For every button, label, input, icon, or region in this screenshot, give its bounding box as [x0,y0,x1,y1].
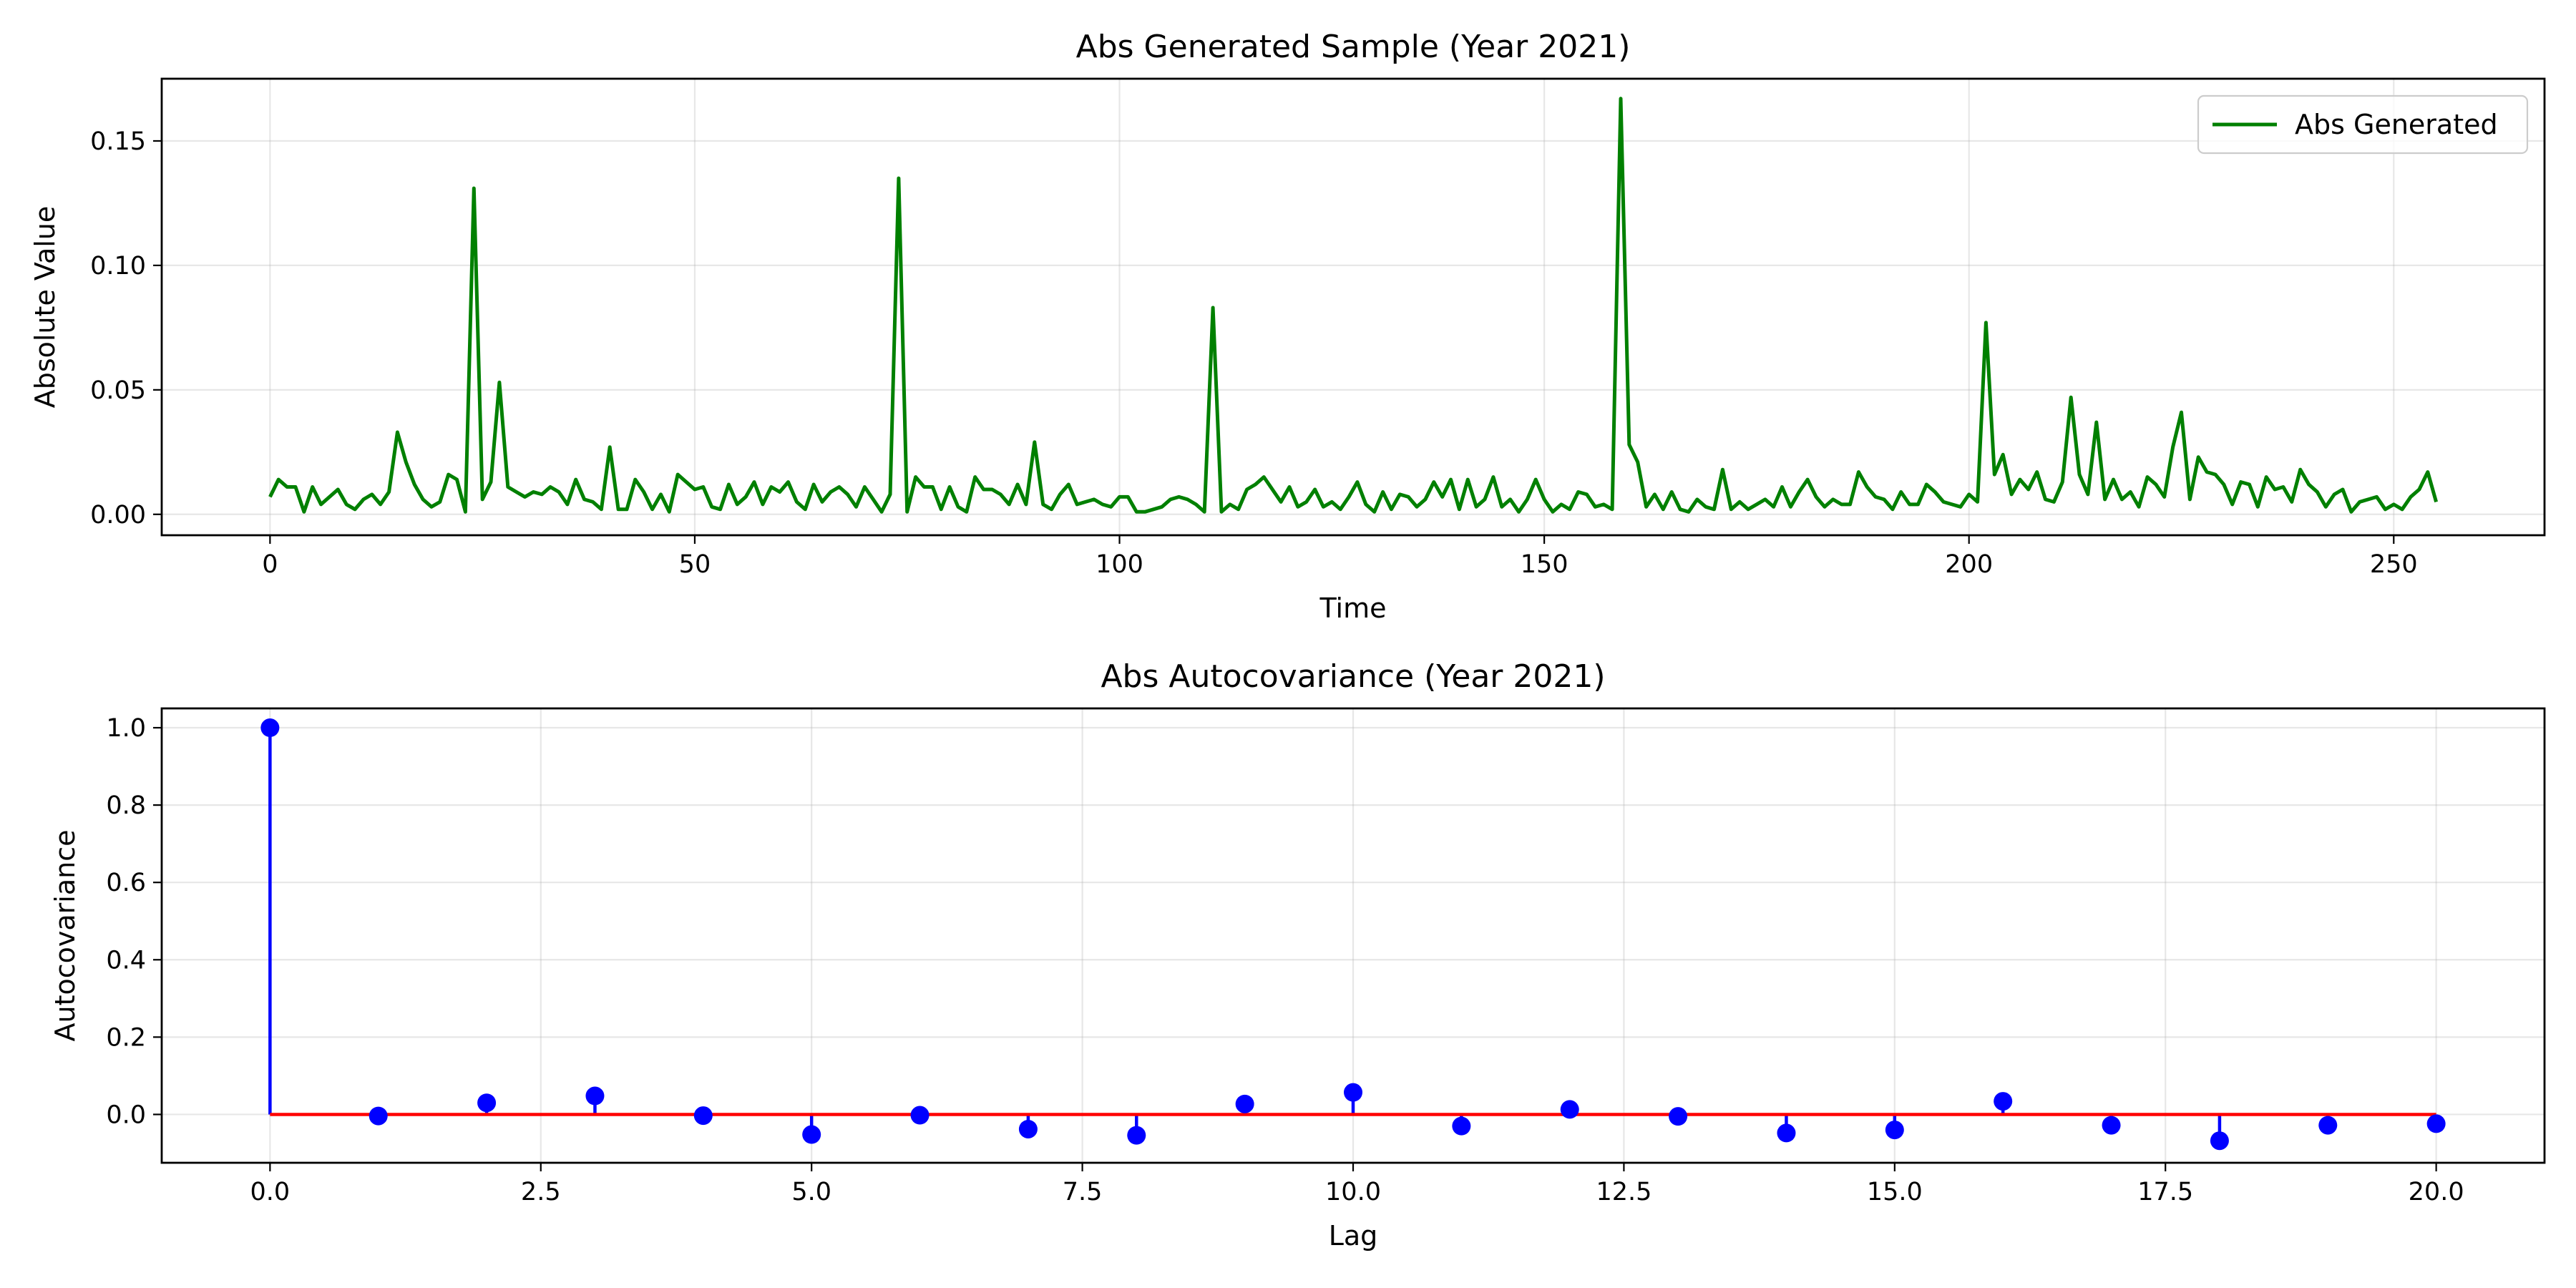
stem-marker [1885,1121,1904,1140]
x-axis-label: Lag [1329,1220,1378,1252]
plot-area-frame [160,77,2546,537]
stem-marker [1777,1123,1796,1143]
stem-marker [1235,1094,1254,1113]
x-tick-label: 50 [679,550,711,579]
x-tick-label: 100 [1096,550,1143,579]
x-tick-label: 15.0 [1867,1178,1923,1206]
stem-markers [260,718,2446,1151]
chart-title: Abs Generated Sample (Year 2021) [1076,29,1631,65]
time-series-panel: 0 50 100 150 200 250 0.00 0.05 0.10 0.15 Abs Gen… [29,29,2546,624]
stem-marker [1560,1100,1579,1119]
y-tick-label: 1.0 [106,714,146,743]
x-tick-label: 5.0 [791,1178,831,1206]
abs-generated-line [268,97,2439,514]
stem-marker [585,1086,605,1106]
legend-label: Abs Generated [2295,109,2498,140]
x-tick-label: 12.5 [1596,1178,1652,1206]
y-tick-label: 0.10 [90,252,146,280]
y-tick-label: 0.4 [106,946,146,975]
y-tick-label: 0.05 [90,376,146,405]
y-tick-label: 0.00 [90,501,146,530]
y-tick-label: 0.8 [106,791,146,820]
chart-title: Abs Autocovariance (Year 2021) [1101,658,1605,695]
x-axis-ticks: 0.0 2.5 5.0 7.5 10.0 12.5 15.0 17.5 20.0 [250,1163,2464,1206]
x-tick-label: 0.0 [250,1178,291,1206]
x-tick-label: 7.5 [1063,1178,1103,1206]
autocovariance-panel: 0.0 2.5 5.0 7.5 10.0 12.5 15.0 17.5 20.0 0.00.20… [49,658,2546,1252]
stem-marker [1344,1083,1362,1102]
y-axis-label: Absolute Value [29,206,61,409]
stem-marker [2318,1116,2338,1135]
y-axis-label: Autocovariance [49,830,81,1042]
stem-marker [2102,1116,2121,1135]
y-tick-label: 0.15 [90,127,146,156]
y-axis-ticks: 0.00 0.05 0.10 0.15 [90,127,162,530]
x-tick-label: 2.5 [521,1178,561,1206]
stem-marker [910,1106,930,1125]
stem-marker [802,1125,821,1144]
x-tick-label: 10.0 [1325,1178,1381,1206]
stem-marker [693,1106,713,1126]
x-tick-label: 17.5 [2137,1178,2193,1206]
stem-marker [1994,1092,2013,1111]
x-tick-label: 0 [262,550,278,579]
stem-marker [1018,1119,1038,1138]
stem-marker [1127,1126,1146,1145]
y-tick-label: 0.6 [106,869,146,897]
legend: Abs Generated [2197,94,2529,155]
x-tick-label: 250 [2370,550,2418,579]
y-tick-label: 0.0 [106,1101,146,1129]
stem-marker [1452,1116,1471,1136]
stem-marker [477,1093,497,1113]
stem-marker [2426,1114,2446,1133]
stem-marker [369,1106,388,1126]
y-tick-label: 0.2 [106,1023,146,1052]
x-axis-ticks: 0 50 100 150 200 250 [262,535,2418,579]
legend-box [2197,94,2529,155]
grid-lines [162,79,2545,535]
x-tick-label: 200 [1945,550,1993,579]
stem-marker [2210,1131,2229,1151]
x-axis-label: Time [1319,592,1387,624]
y-axis-ticks: 0.0 0.2 0.4 0.6 0.8 1.0 [106,714,162,1129]
x-tick-label: 150 [1521,550,1568,579]
stem-marker [260,718,280,738]
stem-marker [1669,1107,1688,1126]
x-tick-label: 20.0 [2409,1178,2464,1206]
